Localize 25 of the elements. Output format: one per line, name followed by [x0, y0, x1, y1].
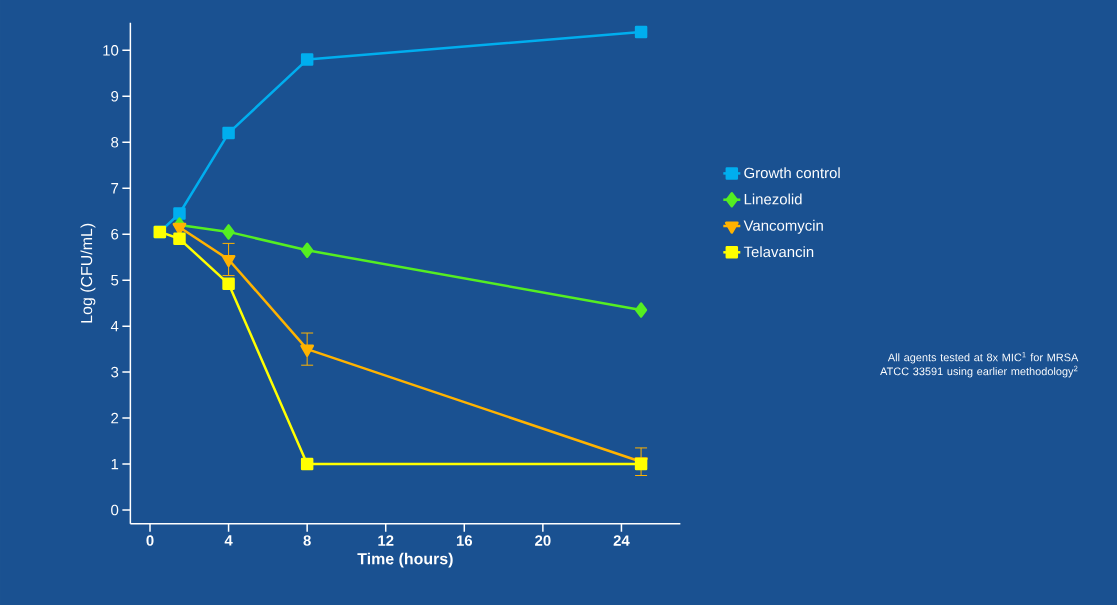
x-axis-title: Time (hours) — [357, 552, 453, 568]
x-tick-label: 0 — [146, 535, 154, 546]
y-axis-title: Log (CFU/mL) — [80, 223, 96, 323]
y-tick-label: 1 — [111, 458, 119, 470]
x-tick-label: 4 — [224, 535, 233, 546]
y-tick-label: 2 — [111, 412, 119, 424]
y-tick-label: 4 — [110, 320, 119, 332]
x-tick-label: 20 — [535, 535, 551, 546]
legend-label: Linezolid — [744, 193, 802, 205]
legend-label: Telavancin — [743, 246, 814, 258]
x-tick-label: 16 — [456, 535, 473, 546]
y-tick-label: 0 — [111, 504, 119, 516]
x-tick-label: 24 — [613, 535, 630, 546]
legend-label: Vancomycin — [743, 219, 823, 234]
x-tick-label: 12 — [378, 535, 394, 546]
y-tick-label: 3 — [111, 366, 119, 378]
y-tick-label: 5 — [111, 274, 119, 286]
legend-label: Growth control — [744, 167, 840, 179]
x-tick-label: 8 — [303, 535, 311, 546]
y-tick-label: 6 — [111, 228, 119, 240]
text: All agents tested at 8x MIC$^{1}$ for MRSA ATCC 33591 using earlier methodology$^{2}$ — [880, 351, 1079, 378]
y-tick-label: 9 — [111, 91, 119, 102]
y-tick-label: 10 — [103, 45, 119, 56]
y-tick-label: 8 — [111, 136, 119, 148]
y-tick-label: 7 — [111, 183, 119, 194]
